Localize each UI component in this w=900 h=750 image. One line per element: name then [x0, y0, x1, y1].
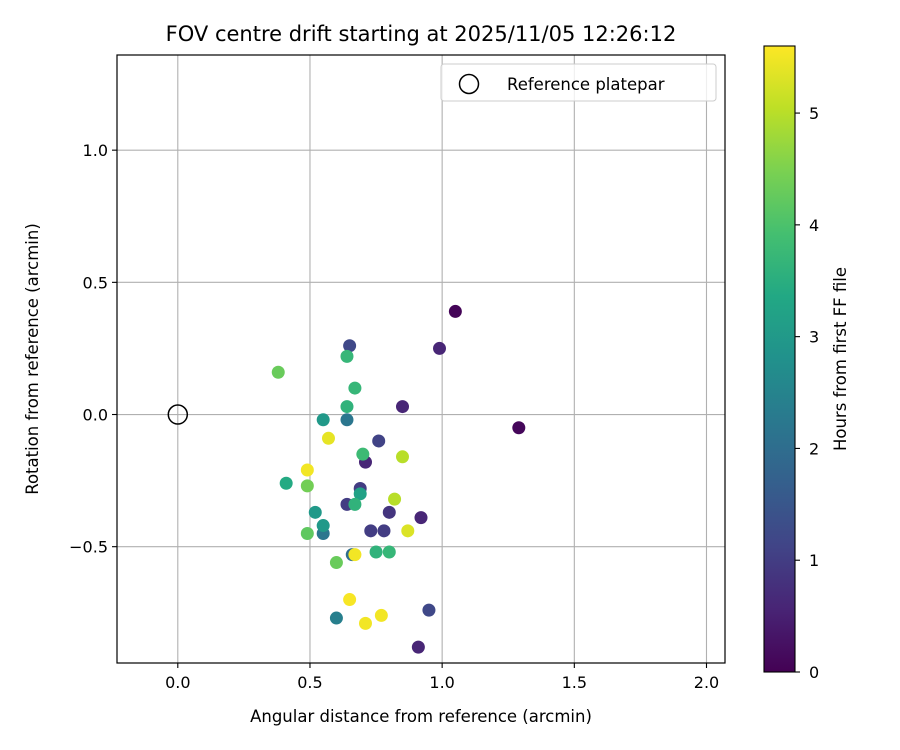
data-point — [340, 413, 354, 427]
data-point — [316, 413, 330, 427]
data-point — [271, 365, 285, 379]
data-point — [329, 556, 343, 570]
data-point — [369, 545, 383, 559]
x-axis-label: Angular distance from reference (arcmin) — [250, 707, 592, 726]
data-point — [300, 526, 314, 540]
data-point — [348, 381, 362, 395]
legend: Reference platepar — [440, 63, 717, 102]
y-tick-label: 1.0 — [83, 141, 108, 160]
colorbar-tick-label: 3 — [809, 328, 819, 347]
data-point — [395, 400, 409, 414]
data-point — [343, 593, 357, 607]
y-axis-label: Rotation from reference (arcmin) — [23, 223, 42, 495]
grid — [117, 55, 725, 663]
chart-title: FOV centre drift starting at 2025/11/05 … — [166, 22, 677, 46]
data-point — [374, 608, 388, 622]
data-point — [401, 524, 415, 538]
data-point — [433, 341, 447, 355]
legend-box — [440, 63, 717, 102]
data-point — [348, 497, 362, 511]
x-tick-label: 2.0 — [694, 673, 719, 692]
colorbar-ticks: 0 1 2 3 4 5 — [795, 104, 819, 682]
data-point — [382, 545, 396, 559]
data-point — [353, 487, 367, 501]
data-point — [414, 511, 428, 525]
plot-frame — [116, 54, 726, 664]
data-point — [395, 450, 409, 464]
data-point — [364, 524, 378, 538]
data-point — [411, 640, 425, 654]
data-point — [343, 339, 357, 353]
x-tick-label: 1.5 — [562, 673, 587, 692]
reference-platepar-marker — [167, 404, 189, 425]
colorbar-tick-label: 5 — [809, 104, 819, 123]
data-point — [300, 479, 314, 493]
data-point — [308, 505, 322, 519]
data-point — [448, 304, 462, 318]
data-point — [316, 519, 330, 533]
colorbar-gradient — [764, 46, 795, 672]
y-tick-label: −0.5 — [69, 538, 108, 557]
y-axis-ticks: −0.5 0.0 0.5 1.0 — [69, 141, 117, 557]
data-point — [329, 611, 343, 625]
y-tick-label: 0.0 — [83, 406, 108, 425]
data-point — [321, 431, 335, 445]
colorbar: 0 1 2 3 4 5 Hours from first FF file — [763, 45, 850, 682]
data-point — [382, 505, 396, 519]
colorbar-frame — [763, 45, 796, 673]
x-tick-label: 0.0 — [165, 673, 190, 692]
colorbar-tick-label: 2 — [809, 439, 819, 458]
data-point — [348, 548, 362, 562]
colorbar-tick-label: 0 — [809, 663, 819, 682]
data-point — [300, 463, 314, 477]
x-tick-label: 0.5 — [297, 673, 322, 692]
x-tick-label: 1.0 — [429, 673, 454, 692]
data-point — [377, 524, 391, 538]
colorbar-tick-label: 1 — [809, 551, 819, 570]
data-point — [279, 476, 293, 490]
data-point — [358, 616, 372, 630]
x-axis-ticks: 0.0 0.5 1.0 1.5 2.0 — [165, 663, 719, 692]
legend-label: Reference platepar — [507, 75, 665, 94]
data-points — [271, 304, 526, 654]
data-point — [422, 603, 436, 617]
data-point — [356, 447, 370, 461]
colorbar-tick-label: 4 — [809, 216, 819, 235]
colorbar-label: Hours from first FF file — [831, 267, 850, 451]
y-tick-label: 0.5 — [83, 273, 108, 292]
data-point — [340, 349, 354, 363]
data-point — [388, 492, 402, 506]
legend-marker-icon — [458, 73, 480, 95]
data-point — [340, 400, 354, 414]
data-point — [372, 434, 386, 448]
data-point — [512, 421, 526, 435]
